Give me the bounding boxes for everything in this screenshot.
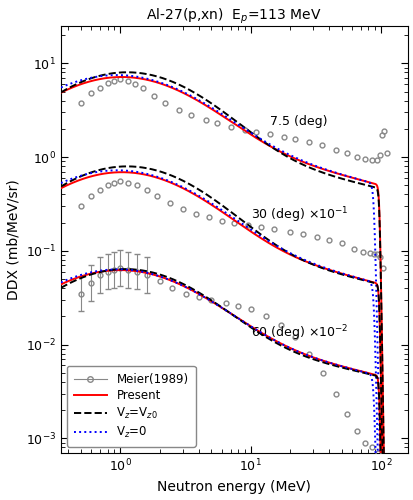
Text: 60 (deg) $\times$10$^{-2}$: 60 (deg) $\times$10$^{-2}$ [250, 323, 347, 343]
Y-axis label: DDX (mb/MeV/sr): DDX (mb/MeV/sr) [6, 179, 20, 300]
Title: Al-27(p,xn)  E$_p$=113 MeV: Al-27(p,xn) E$_p$=113 MeV [146, 6, 321, 25]
Legend: Meier(1989), Present, V$_z$=V$_{z0}$, V$_z$=0: Meier(1989), Present, V$_z$=V$_{z0}$, V$… [66, 366, 195, 447]
X-axis label: Neutron energy (MeV): Neutron energy (MeV) [157, 480, 311, 494]
Text: 7.5 (deg): 7.5 (deg) [269, 115, 327, 128]
Text: 30 (deg) $\times$10$^{-1}$: 30 (deg) $\times$10$^{-1}$ [250, 206, 348, 226]
